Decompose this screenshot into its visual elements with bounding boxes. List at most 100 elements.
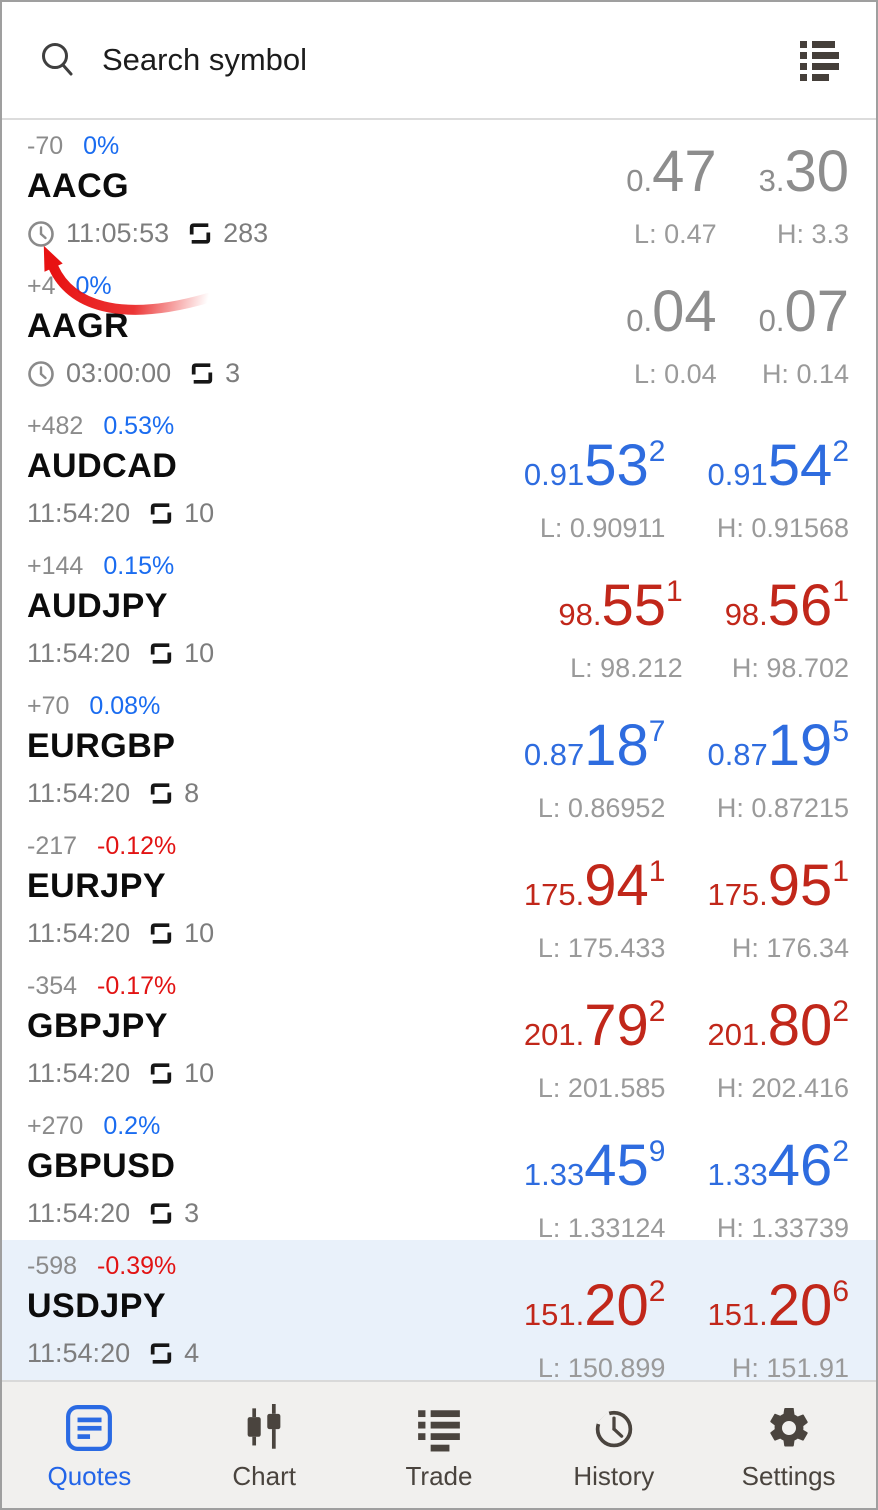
low-value: L: 0.04: [634, 359, 717, 389]
ask-block: 0.91542 H: 0.91568: [707, 422, 849, 543]
low-value: L: 150.899: [537, 1353, 666, 1383]
nav-quotes[interactable]: Quotes: [2, 1382, 177, 1508]
low-value: L: 201.585: [537, 1073, 666, 1103]
ask-price: 201.802: [707, 993, 849, 1058]
high-value: H: 0.91568: [716, 513, 849, 543]
prices: 0.87187 L: 0.86952 0.87195 H: 0.87215: [524, 680, 849, 823]
tick-time: 11:54:20: [27, 1058, 131, 1088]
time-line: 11:54:20 10: [27, 638, 214, 669]
bid-block: 151.202 L: 150.899: [524, 1262, 666, 1383]
spread-value: 283: [223, 218, 269, 248]
quote-row-eurgbp[interactable]: +70 0.08% EURGBP 11:54:20 8 0.87187: [2, 680, 876, 824]
low-value: L: 1.33124: [537, 1213, 666, 1243]
change-line: +70 0.08%: [27, 690, 199, 722]
nav-chart[interactable]: Chart: [177, 1382, 352, 1508]
time-line: 11:54:20 3: [27, 1198, 199, 1229]
change-points: -217: [27, 831, 78, 860]
search-input[interactable]: [100, 41, 794, 79]
bid-block: 98.551 L: 98.212: [558, 562, 682, 683]
symbol-name: USDJPY: [27, 1287, 167, 1325]
low-value: L: 0.86952: [537, 793, 666, 823]
spread-value: 10: [184, 498, 215, 528]
quote-row-audcad[interactable]: +482 0.53% AUDCAD 11:54:20 10 0.91532: [2, 400, 876, 544]
prices: 0.91532 L: 0.90911 0.91542 H: 0.91568: [524, 400, 849, 543]
tick-time: 11:54:20: [27, 918, 131, 948]
nav-label: Trade: [405, 1461, 473, 1491]
nav-trade[interactable]: Trade: [352, 1382, 527, 1508]
prices: 0.04 L: 0.04 0.07 H: 0.14: [626, 260, 849, 400]
change-points: +482: [27, 411, 84, 440]
nav-label: Chart: [232, 1461, 296, 1491]
spread-icon: [150, 1343, 172, 1364]
time-line: 11:54:20 8: [27, 778, 199, 809]
change-percent: 0%: [75, 271, 112, 300]
tick-time: 11:05:53: [66, 218, 170, 248]
search-icon: [42, 43, 73, 76]
quote-row-gbpjpy[interactable]: -354 -0.17% GBPJPY 11:54:20 10 201.792: [2, 960, 876, 1104]
quote-row-gbpusd[interactable]: +270 0.2% GBPUSD 11:54:20 3 1.33459: [2, 1100, 876, 1244]
spread-value: 8: [184, 778, 200, 808]
prices: 151.202 L: 150.899 151.206 H: 151.91: [524, 1240, 849, 1383]
change-line: +482 0.53%: [27, 410, 214, 442]
time-line: 11:54:20 4: [27, 1338, 199, 1369]
prices: 98.551 L: 98.212 98.561 H: 98.702: [558, 540, 849, 683]
change-points: +70: [27, 691, 70, 720]
spread-icon: [150, 923, 172, 944]
symbol-name: AUDCAD: [27, 447, 178, 485]
ask-block: 98.561 H: 98.702: [724, 562, 849, 683]
quote-row-eurjpy[interactable]: -217 -0.12% EURJPY 11:54:20 10 175.941: [2, 820, 876, 964]
ask-price: 0.07: [758, 279, 849, 344]
tick-time: 11:54:20: [27, 778, 131, 808]
bottom-nav: Quotes Chart Trade: [2, 1380, 876, 1508]
spread-icon: [189, 223, 211, 244]
ask-price: 175.951: [707, 853, 849, 918]
quote-row-usdjpy[interactable]: -598 -0.39% USDJPY 11:54:20 4 151.202: [2, 1240, 876, 1383]
change-line: +270 0.2%: [27, 1110, 199, 1142]
ask-price: 1.33462: [707, 1133, 849, 1198]
ask-block: 0.07 H: 0.14: [759, 282, 849, 400]
prices: 201.792 L: 201.585 201.802 H: 202.416: [524, 960, 849, 1103]
low-value: L: 98.212: [570, 653, 683, 683]
bid-block: 1.33459 L: 1.33124: [523, 1122, 666, 1243]
spread-icon: [150, 783, 172, 804]
change-percent: -0.17%: [97, 971, 177, 1000]
tick-time: 03:00:00: [66, 358, 172, 388]
quote-row-aacg[interactable]: -70 0% AACG 11:05:53 283: [2, 120, 876, 260]
spread-icon: [150, 643, 172, 664]
ask-block: 3.30 H: 3.3: [759, 142, 849, 260]
time-line: 11:54:20 10: [27, 1058, 214, 1089]
bid-block: 0.91532 L: 0.90911: [524, 422, 666, 543]
change-percent: 0.08%: [89, 691, 161, 720]
search-bar: [2, 2, 876, 120]
ask-price: 98.561: [724, 573, 849, 638]
ask-block: 175.951 H: 176.34: [707, 842, 849, 963]
change-percent: -0.39%: [97, 1251, 177, 1280]
bid-price: 175.941: [523, 853, 666, 918]
change-line: +4 0%: [27, 270, 240, 302]
tick-time: 11:54:20: [27, 638, 131, 668]
change-points: -354: [27, 971, 78, 1000]
change-line: -354 -0.17%: [27, 970, 214, 1002]
spread-value: 10: [184, 638, 215, 668]
quote-row-audjpy[interactable]: +144 0.15% AUDJPY 11:54:20 10 98.551: [2, 540, 876, 684]
ask-price: 0.91542: [707, 433, 849, 498]
bid-block: 175.941 L: 175.433: [523, 842, 666, 963]
quotes-list: -70 0% AACG 11:05:53 283: [2, 120, 876, 1383]
ask-price: 151.206: [707, 1273, 849, 1338]
nav-settings[interactable]: Settings: [701, 1382, 876, 1508]
quote-row-aagr[interactable]: +4 0% AAGR 03:00:00 3: [2, 260, 876, 400]
symbol-list-button[interactable]: [794, 33, 846, 88]
high-value: H: 3.3: [776, 219, 849, 249]
change-line: +144 0.15%: [27, 550, 214, 582]
quotes-icon: [66, 1405, 113, 1451]
bid-price: 1.33459: [523, 1133, 666, 1198]
low-value: L: 0.90911: [539, 513, 666, 543]
nav-history[interactable]: History: [526, 1382, 701, 1508]
spread-value: 3: [184, 1198, 200, 1228]
bid-block: 0.47 L: 0.47: [626, 142, 716, 260]
prices: 1.33459 L: 1.33124 1.33462 H: 1.33739: [523, 1100, 849, 1243]
low-value: L: 175.433: [537, 933, 666, 963]
ask-price: 3.30: [758, 139, 849, 204]
clock-icon: [28, 360, 54, 387]
